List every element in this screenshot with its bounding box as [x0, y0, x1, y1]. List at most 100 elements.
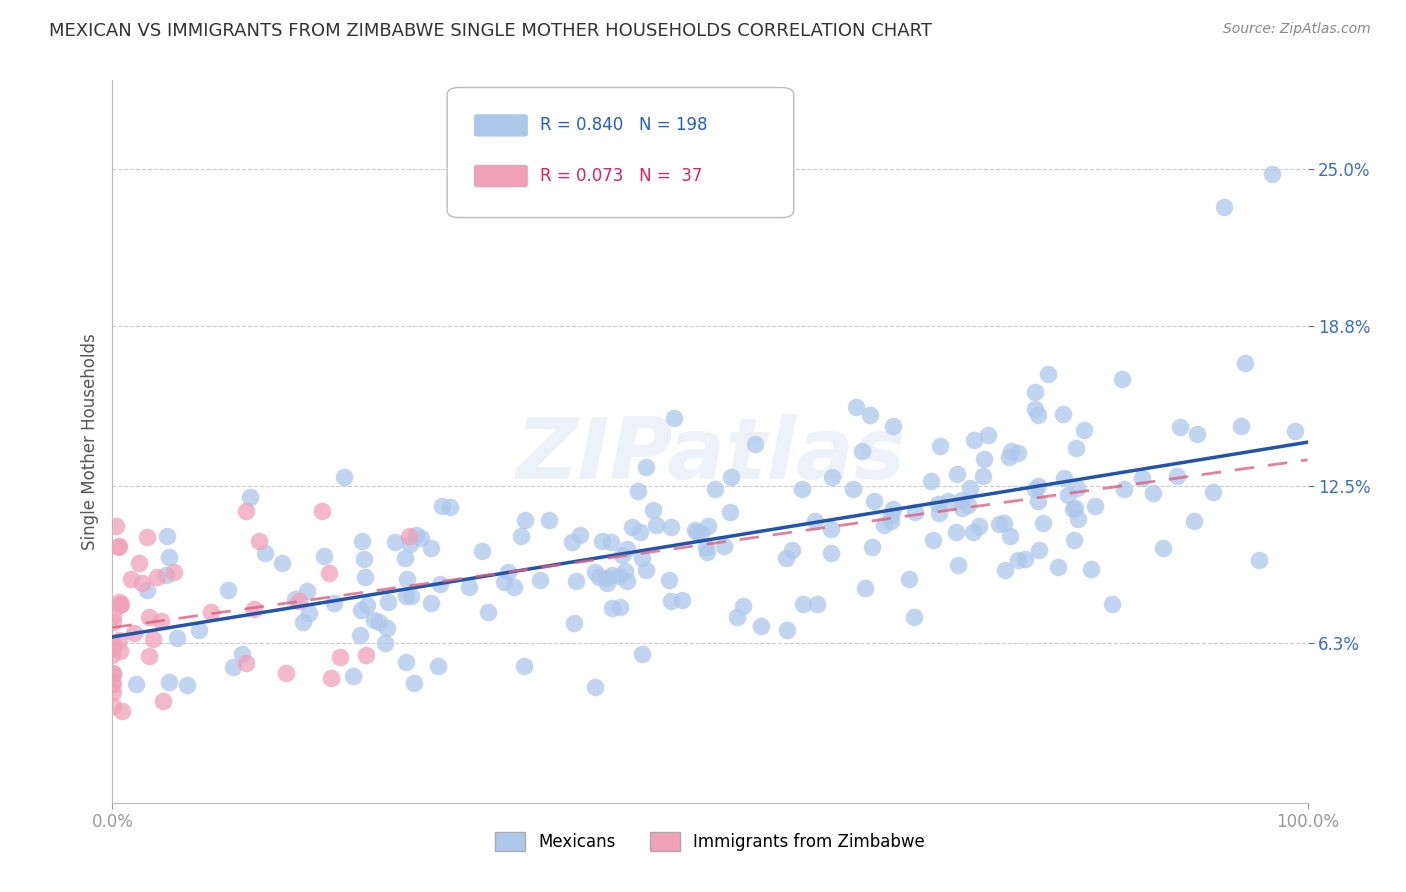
Point — [353, 552, 375, 566]
Point — [782, 542, 804, 557]
Point — [329, 650, 352, 665]
Point — [311, 504, 333, 518]
Point — [695, 544, 717, 558]
Point — [125, 677, 148, 691]
Point — [627, 483, 650, 498]
Point — [616, 574, 638, 588]
Point — [987, 517, 1010, 532]
Point — [858, 408, 880, 422]
Point — [842, 482, 865, 496]
Point — [1202, 484, 1225, 499]
Point — [142, 632, 165, 646]
FancyBboxPatch shape — [447, 87, 794, 218]
Point — [583, 566, 606, 580]
Point — [1057, 487, 1080, 501]
Point — [405, 528, 427, 542]
Point — [1014, 552, 1036, 566]
Point — [879, 508, 901, 522]
Point — [1142, 485, 1164, 500]
Point — [108, 539, 131, 553]
Point — [613, 565, 636, 579]
Point — [713, 539, 735, 553]
Point — [354, 648, 377, 662]
Point — [374, 636, 396, 650]
Point — [155, 529, 177, 543]
Point — [599, 535, 621, 549]
Point — [697, 519, 720, 533]
Point — [1026, 408, 1049, 422]
Point — [860, 540, 883, 554]
Point — [994, 563, 1017, 577]
Point — [1036, 367, 1059, 381]
Point — [998, 529, 1021, 543]
Point — [1052, 407, 1074, 421]
Point — [471, 544, 494, 558]
Point — [1185, 427, 1208, 442]
Point — [1064, 441, 1087, 455]
Point — [363, 613, 385, 627]
Point — [394, 550, 416, 565]
Point — [662, 411, 685, 425]
Point — [1111, 372, 1133, 386]
Point — [163, 565, 186, 579]
Point — [963, 434, 986, 448]
Point — [103, 677, 125, 691]
Point — [513, 659, 536, 673]
Point — [704, 482, 727, 496]
Point — [1080, 562, 1102, 576]
Y-axis label: Single Mother Households: Single Mother Households — [80, 334, 98, 549]
Point — [498, 565, 520, 579]
Point — [659, 593, 682, 607]
Point — [620, 520, 643, 534]
Point — [929, 439, 952, 453]
Point — [882, 502, 904, 516]
Point — [395, 572, 418, 586]
Point — [1166, 469, 1188, 483]
Point — [1101, 597, 1123, 611]
Point — [354, 570, 377, 584]
Point — [349, 603, 371, 617]
Point — [492, 574, 515, 589]
FancyBboxPatch shape — [475, 115, 527, 136]
Point — [101, 609, 124, 624]
Point — [110, 644, 132, 658]
Point — [628, 524, 651, 539]
Point — [1230, 418, 1253, 433]
Point — [922, 533, 945, 547]
Point — [319, 672, 342, 686]
Point — [247, 533, 270, 548]
Point — [806, 597, 828, 611]
Point — [873, 517, 896, 532]
Point — [108, 633, 131, 648]
Point — [636, 563, 658, 577]
Point — [993, 516, 1015, 530]
Point — [298, 606, 321, 620]
Point — [945, 525, 967, 540]
Point — [936, 494, 959, 508]
Point — [562, 615, 585, 630]
Point — [1112, 482, 1135, 496]
Point — [568, 528, 591, 542]
Point — [239, 490, 262, 504]
Point — [349, 628, 371, 642]
Point — [1130, 470, 1153, 484]
Point — [155, 568, 177, 582]
Point — [513, 513, 536, 527]
Point — [853, 581, 876, 595]
Point — [333, 470, 356, 484]
Point — [997, 450, 1019, 464]
Point — [610, 548, 633, 562]
Point — [135, 583, 157, 598]
Point — [1261, 167, 1284, 181]
Text: R = 0.073   N =  37: R = 0.073 N = 37 — [540, 167, 703, 185]
Point — [432, 499, 454, 513]
Point — [108, 599, 131, 613]
Point — [561, 535, 583, 549]
Point — [276, 666, 298, 681]
Point — [427, 658, 450, 673]
Point — [188, 623, 211, 637]
Point — [657, 573, 679, 587]
Point — [509, 529, 531, 543]
Point — [630, 550, 652, 565]
FancyBboxPatch shape — [475, 166, 527, 186]
